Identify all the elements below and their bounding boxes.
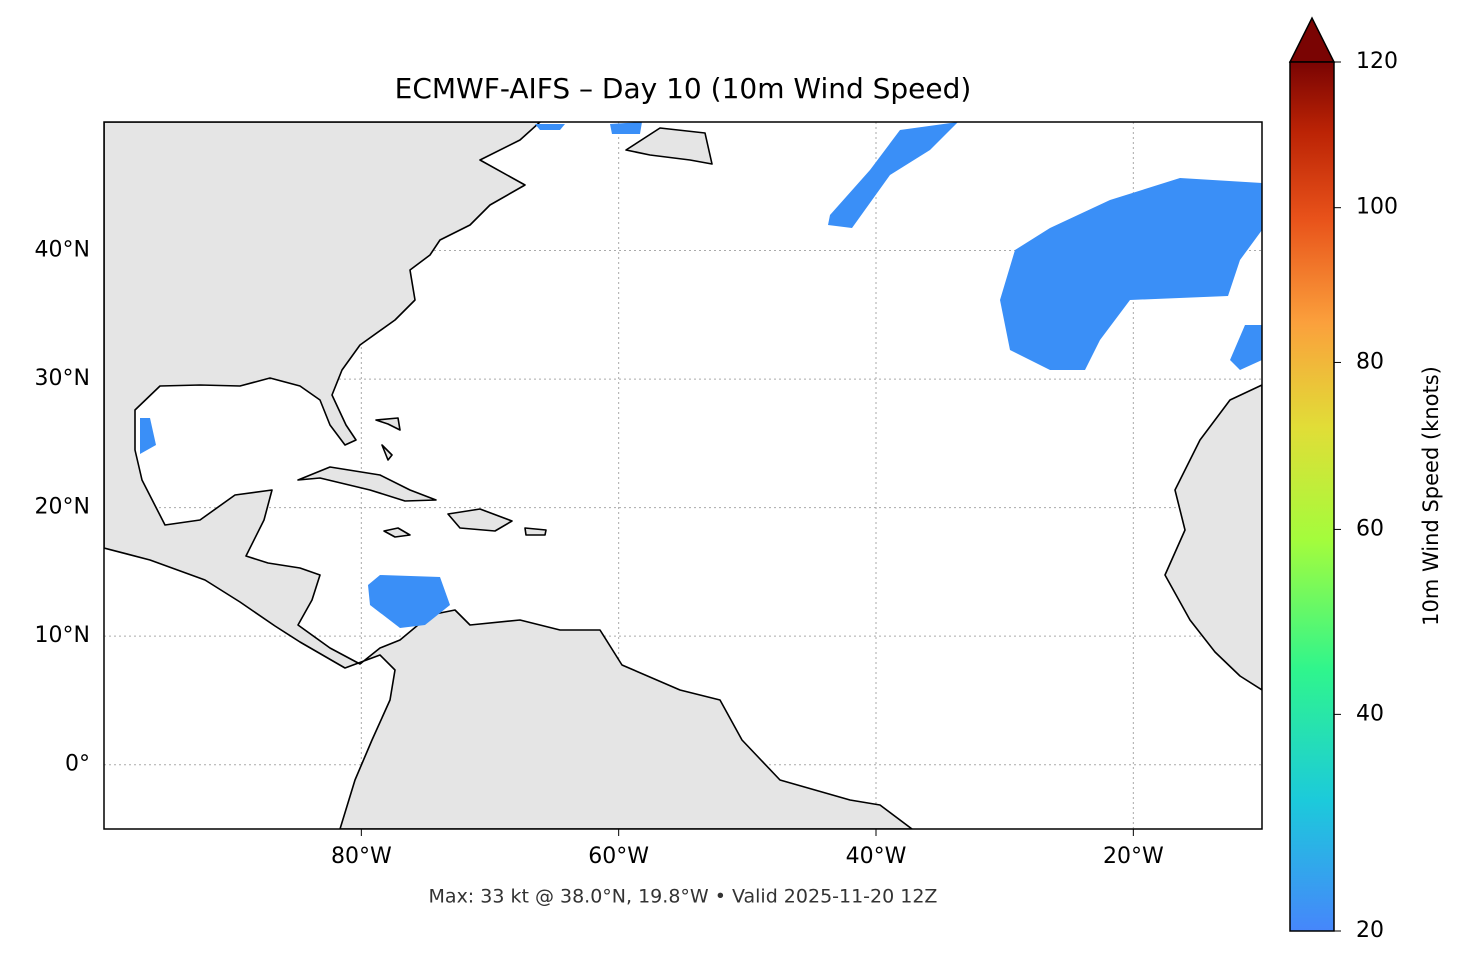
bahamas xyxy=(375,417,401,461)
colorbar xyxy=(1289,61,1335,932)
map-area xyxy=(104,122,1262,829)
puerto-rico xyxy=(524,527,547,536)
wind-area xyxy=(1000,178,1262,370)
newfoundland xyxy=(625,127,713,165)
wind-area xyxy=(535,122,642,134)
colorbar-tick-label: 20 xyxy=(1356,918,1384,943)
wind-areas xyxy=(140,122,1262,628)
colorbar-label: 10m Wind Speed (knots) xyxy=(1419,366,1443,626)
wind-area xyxy=(1230,325,1262,370)
colorbar-tick-label: 60 xyxy=(1356,516,1384,541)
africa xyxy=(1164,384,1262,691)
jamaica xyxy=(383,527,411,538)
wind-area xyxy=(828,122,958,228)
y-tick-label: 10°N xyxy=(35,623,90,648)
land xyxy=(104,122,1262,829)
cuba xyxy=(297,466,437,502)
hispaniola xyxy=(447,508,513,532)
map-footer: Max: 33 kt @ 38.0°N, 19.8°W • Valid 2025… xyxy=(429,886,938,908)
y-tick-label: 0° xyxy=(65,752,90,777)
colorbar-tick-label: 80 xyxy=(1356,349,1384,374)
wind-area xyxy=(368,575,450,628)
x-tick-label: 40°W xyxy=(846,844,907,869)
y-tick-label: 20°N xyxy=(35,495,90,520)
x-tick-label: 80°W xyxy=(331,844,392,869)
map-frame xyxy=(103,121,1263,830)
x-tick-label: 20°W xyxy=(1103,844,1164,869)
colorbar-extension xyxy=(1288,16,1336,63)
x-tick-label: 60°W xyxy=(588,844,649,869)
colorbar-tick-label: 120 xyxy=(1356,49,1398,74)
wind-area xyxy=(140,418,156,454)
colorbar-tick-label: 40 xyxy=(1356,701,1384,726)
map-title: ECMWF-AIFS – Day 10 (10m Wind Speed) xyxy=(395,72,972,105)
americas xyxy=(104,122,913,829)
colorbar-tick-label: 100 xyxy=(1356,195,1398,220)
y-tick-label: 40°N xyxy=(35,238,90,263)
y-tick-label: 30°N xyxy=(35,366,90,391)
